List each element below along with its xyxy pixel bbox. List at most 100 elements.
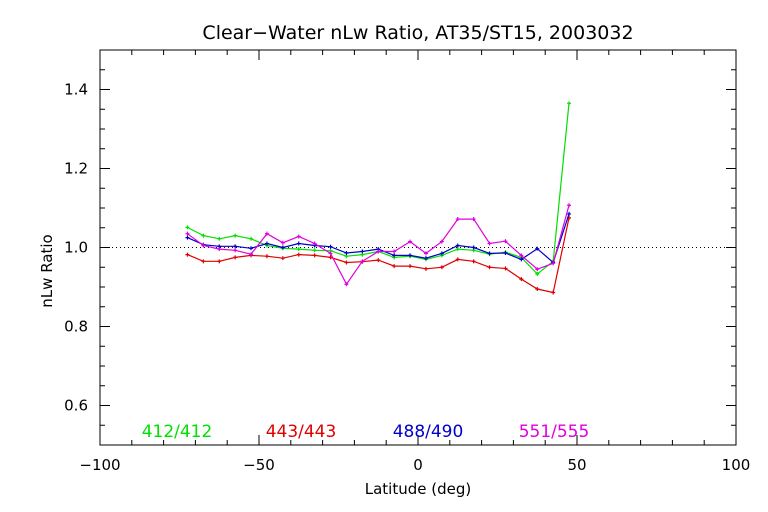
series-551-555: [185, 203, 572, 287]
data-point: [535, 286, 540, 291]
data-point: [519, 257, 524, 262]
data-point: [567, 203, 572, 208]
data-point: [201, 259, 206, 264]
data-point: [280, 256, 285, 261]
data-point: [201, 243, 206, 248]
y-tick-label: 1.2: [64, 160, 88, 178]
x-tick-label: −50: [243, 456, 275, 474]
chart-title: Clear−Water nLw Ratio, AT35/ST15, 200303…: [202, 22, 633, 44]
data-point: [312, 253, 317, 258]
data-point: [249, 246, 254, 251]
data-point: [344, 251, 349, 256]
data-point: [185, 235, 190, 240]
data-point: [217, 236, 222, 241]
data-point: [535, 246, 540, 251]
data-point: [503, 239, 508, 244]
data-point: [392, 253, 397, 258]
data-point: [487, 265, 492, 270]
data-point: [471, 245, 476, 250]
data-point: [519, 253, 524, 258]
data-point: [455, 247, 460, 252]
data-point: [408, 239, 413, 244]
x-tick-label: 100: [722, 456, 751, 474]
legend-entry: 551/555: [519, 422, 590, 442]
data-point: [376, 258, 381, 263]
data-point: [217, 247, 222, 252]
data-point: [344, 282, 349, 287]
data-point: [217, 259, 222, 264]
data-point: [471, 217, 476, 222]
data-point: [423, 251, 428, 256]
series-layer: [185, 101, 572, 295]
data-point: [312, 241, 317, 246]
data-point: [535, 267, 540, 272]
data-point: [344, 260, 349, 265]
x-tick-label: 0: [413, 456, 423, 474]
data-point: [439, 251, 444, 256]
data-point: [296, 234, 301, 239]
data-point: [296, 247, 301, 252]
data-point: [328, 244, 333, 249]
data-point: [280, 240, 285, 245]
data-point: [535, 271, 540, 276]
x-tick-label: −100: [79, 456, 120, 474]
data-point: [392, 264, 397, 269]
data-point: [376, 249, 381, 254]
data-point: [408, 253, 413, 258]
data-point: [185, 231, 190, 236]
data-point: [471, 259, 476, 264]
y-tick-label: 0.6: [64, 397, 88, 415]
data-point: [296, 241, 301, 246]
data-point: [233, 248, 238, 253]
series-line: [187, 213, 570, 264]
data-point: [233, 255, 238, 260]
data-point: [280, 245, 285, 250]
data-point: [185, 252, 190, 257]
data-point: [439, 265, 444, 270]
data-point: [455, 243, 460, 248]
legend: 412/412 443/443 488/490 551/555: [142, 422, 590, 442]
data-point: [360, 249, 365, 254]
data-point: [328, 255, 333, 260]
data-point: [519, 277, 524, 282]
y-tick-label: 1.0: [64, 239, 88, 257]
data-point: [423, 256, 428, 261]
data-point: [551, 290, 556, 295]
data-point: [567, 101, 572, 106]
axes: −100 −50 0 50 100 0.6 0.8 1.0 1.2 1.4: [64, 49, 751, 474]
x-axis-label: Latitude (deg): [365, 480, 471, 498]
data-point: [503, 251, 508, 256]
legend-entry: 412/412: [142, 422, 213, 442]
data-point: [439, 239, 444, 244]
data-point: [408, 264, 413, 269]
data-point: [423, 266, 428, 271]
data-point: [264, 254, 269, 259]
data-point: [249, 236, 254, 241]
data-point: [567, 211, 572, 216]
data-point: [392, 249, 397, 254]
data-point: [233, 244, 238, 249]
data-point: [264, 231, 269, 236]
data-point: [455, 217, 460, 222]
data-point: [185, 225, 190, 230]
legend-entry: 488/490: [393, 422, 464, 442]
data-point: [233, 233, 238, 238]
series-488-490: [185, 211, 572, 265]
data-point: [503, 266, 508, 271]
data-point: [201, 233, 206, 238]
data-point: [487, 241, 492, 246]
data-point: [487, 251, 492, 256]
legend-entry: 443/443: [266, 422, 337, 442]
data-point: [360, 259, 365, 264]
data-point: [296, 252, 301, 257]
y-axis-label: nLw Ratio: [38, 234, 56, 307]
x-tick-label: 50: [567, 456, 586, 474]
data-point: [264, 241, 269, 246]
y-tick-label: 1.4: [64, 81, 88, 99]
y-tick-label: 0.8: [64, 318, 88, 336]
data-point: [249, 252, 254, 257]
data-point: [312, 248, 317, 253]
data-point: [551, 261, 556, 266]
data-point: [455, 257, 460, 262]
